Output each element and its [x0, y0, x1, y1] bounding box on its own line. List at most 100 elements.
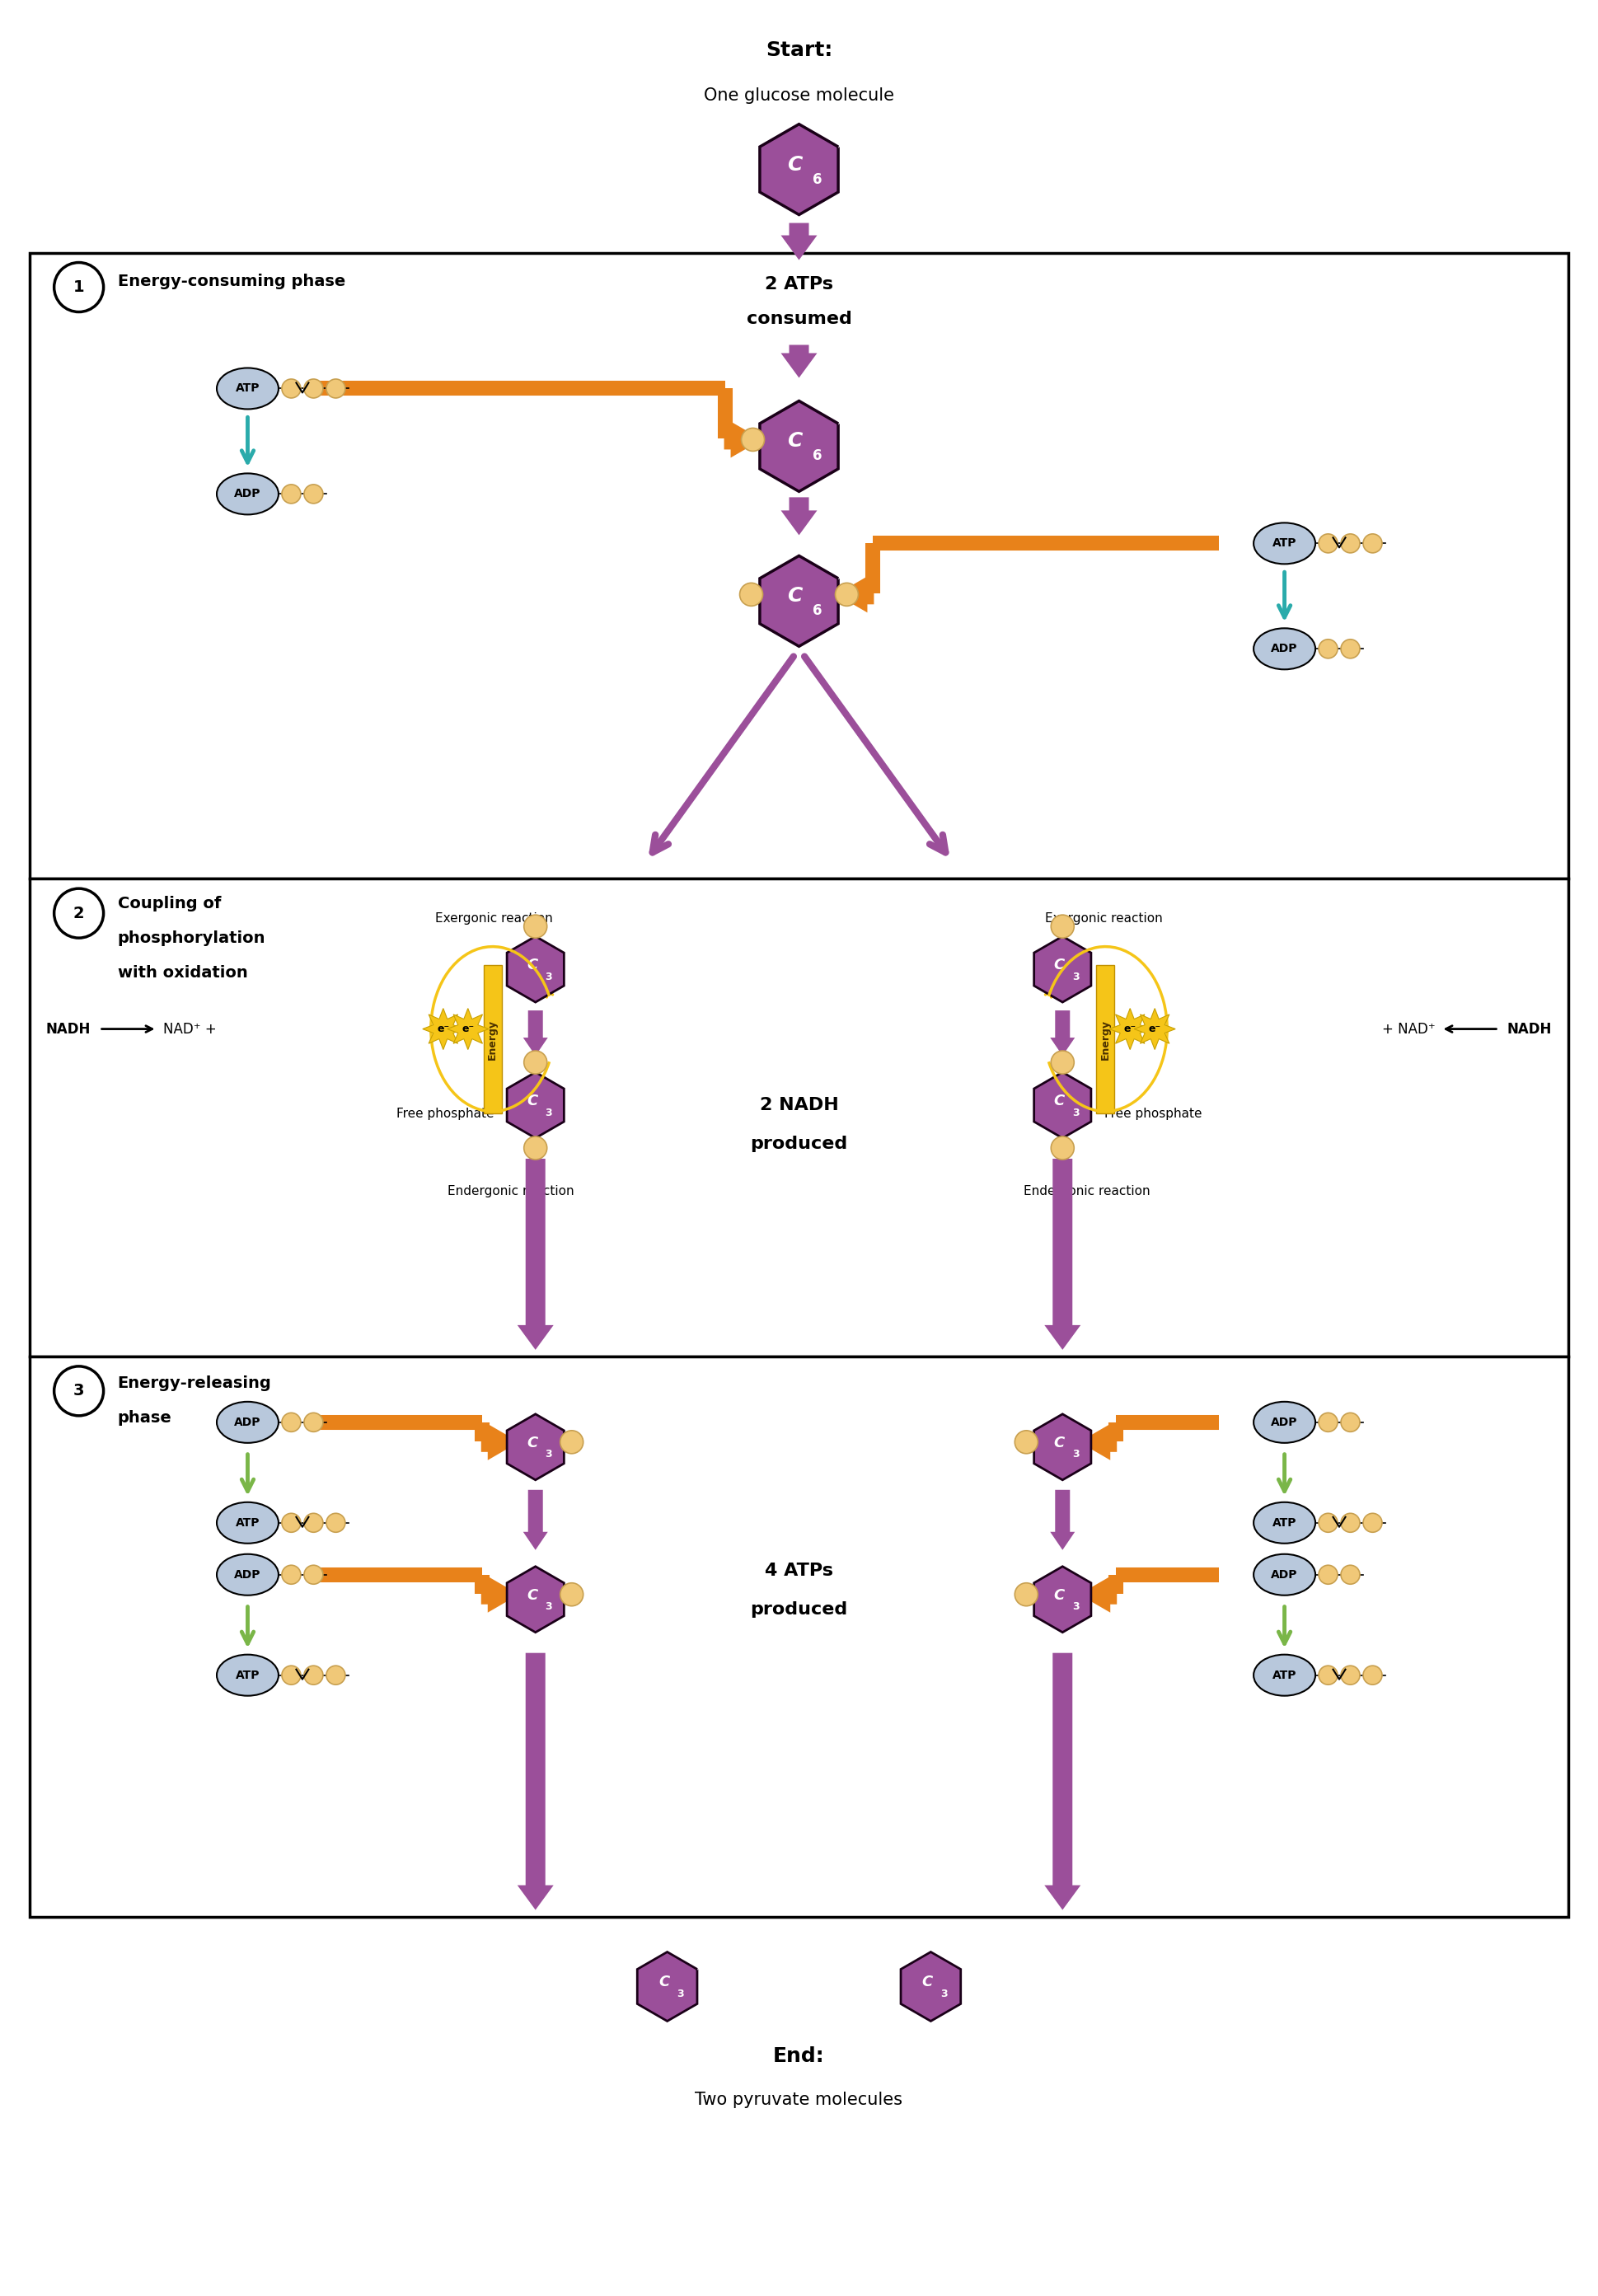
Circle shape	[561, 1582, 583, 1605]
Circle shape	[1363, 1513, 1382, 1531]
Polygon shape	[901, 1952, 960, 2020]
Polygon shape	[1045, 1159, 1080, 1350]
Polygon shape	[1034, 1566, 1091, 1632]
Text: phosphorylation: phosphorylation	[118, 930, 265, 946]
Polygon shape	[759, 402, 839, 491]
Text: C: C	[527, 957, 537, 974]
Text: 2: 2	[74, 905, 85, 921]
Text: C: C	[922, 1975, 933, 1991]
Polygon shape	[781, 223, 817, 259]
Text: Energy: Energy	[487, 1019, 499, 1058]
Circle shape	[836, 583, 858, 606]
Polygon shape	[759, 124, 839, 216]
Text: 3: 3	[545, 971, 553, 983]
Circle shape	[1341, 535, 1360, 553]
Text: e⁻: e⁻	[1149, 1024, 1162, 1033]
Circle shape	[740, 583, 762, 606]
Polygon shape	[507, 1566, 564, 1632]
Text: C: C	[527, 1589, 537, 1603]
Text: 3: 3	[1072, 971, 1079, 983]
Polygon shape	[481, 1424, 519, 1460]
Ellipse shape	[217, 1655, 278, 1697]
Text: with oxidation: with oxidation	[118, 964, 248, 980]
Circle shape	[561, 1430, 583, 1453]
Text: 3: 3	[74, 1382, 85, 1398]
Ellipse shape	[217, 1401, 278, 1442]
Circle shape	[1015, 1582, 1037, 1605]
Text: C: C	[1053, 1435, 1064, 1451]
Circle shape	[304, 484, 323, 503]
Text: NADH: NADH	[46, 1022, 91, 1035]
Text: 4 ATPs: 4 ATPs	[765, 1561, 833, 1580]
Polygon shape	[724, 422, 762, 457]
Circle shape	[1051, 914, 1074, 939]
Circle shape	[304, 1412, 323, 1433]
Polygon shape	[29, 879, 1569, 1357]
Circle shape	[741, 427, 764, 450]
Circle shape	[1318, 638, 1338, 659]
Text: Start:: Start:	[765, 39, 833, 60]
Text: 2 NADH: 2 NADH	[759, 1097, 839, 1114]
Circle shape	[524, 914, 547, 939]
Text: e⁻: e⁻	[436, 1024, 449, 1033]
Circle shape	[281, 1412, 300, 1433]
Text: 6: 6	[812, 172, 821, 186]
Polygon shape	[1034, 1414, 1091, 1481]
Text: Free phosphate: Free phosphate	[396, 1107, 494, 1120]
FancyBboxPatch shape	[1096, 964, 1114, 1114]
Text: phase: phase	[118, 1410, 171, 1426]
Circle shape	[281, 1665, 300, 1685]
Polygon shape	[523, 1490, 548, 1550]
Circle shape	[1051, 1052, 1074, 1075]
Text: ADP: ADP	[1270, 1568, 1298, 1580]
Text: C: C	[1053, 1589, 1064, 1603]
Text: e⁻: e⁻	[462, 1024, 475, 1033]
Circle shape	[54, 262, 104, 312]
Ellipse shape	[1253, 1554, 1315, 1596]
Polygon shape	[29, 1357, 1569, 1917]
Text: Two pyruvate molecules: Two pyruvate molecules	[695, 2092, 903, 2108]
Polygon shape	[518, 1159, 553, 1350]
Circle shape	[524, 1052, 547, 1075]
Polygon shape	[759, 556, 839, 647]
Text: Energy: Energy	[1099, 1019, 1111, 1058]
Text: C: C	[527, 1093, 537, 1109]
Text: ADP: ADP	[1270, 1417, 1298, 1428]
Circle shape	[1318, 1665, 1338, 1685]
Text: One glucose molecule: One glucose molecule	[703, 87, 895, 103]
Ellipse shape	[1253, 1502, 1315, 1543]
Circle shape	[1341, 1513, 1360, 1531]
Polygon shape	[1135, 1008, 1176, 1049]
Text: 3: 3	[1072, 1600, 1079, 1612]
Text: C: C	[1053, 957, 1064, 974]
Text: 1: 1	[74, 280, 85, 296]
Circle shape	[326, 1513, 345, 1531]
Text: NADH: NADH	[1507, 1022, 1552, 1035]
Ellipse shape	[217, 1554, 278, 1596]
Text: e⁻: e⁻	[1123, 1024, 1136, 1033]
Circle shape	[1051, 1137, 1074, 1159]
Text: Free phosphate: Free phosphate	[1104, 1107, 1202, 1120]
Circle shape	[304, 1513, 323, 1531]
Circle shape	[304, 1665, 323, 1685]
Polygon shape	[507, 937, 564, 1001]
Text: produced: produced	[751, 1137, 847, 1153]
Text: C: C	[788, 585, 802, 606]
Ellipse shape	[217, 473, 278, 514]
Text: ADP: ADP	[1270, 643, 1298, 654]
Ellipse shape	[1253, 1401, 1315, 1442]
Text: ADP: ADP	[235, 489, 260, 501]
Text: 3: 3	[678, 1988, 684, 2000]
Circle shape	[54, 1366, 104, 1417]
Polygon shape	[836, 576, 874, 613]
Text: 3: 3	[545, 1600, 553, 1612]
Text: Energy-releasing: Energy-releasing	[118, 1375, 272, 1391]
Text: Endergonic reaction: Endergonic reaction	[1024, 1185, 1151, 1199]
Polygon shape	[1079, 1577, 1117, 1612]
Polygon shape	[447, 1008, 489, 1049]
Circle shape	[281, 1566, 300, 1584]
Ellipse shape	[1253, 523, 1315, 565]
Text: ATP: ATP	[1272, 1669, 1296, 1681]
Polygon shape	[1050, 1010, 1075, 1056]
Ellipse shape	[1253, 1655, 1315, 1697]
